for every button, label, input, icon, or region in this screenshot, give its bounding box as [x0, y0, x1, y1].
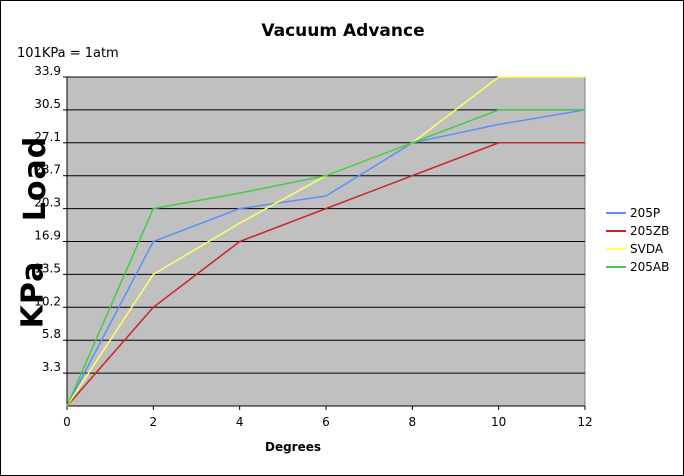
legend-label-205zb: 205ZB: [630, 224, 669, 238]
x-tick-label: 8: [409, 415, 417, 429]
y-tick-label: 16.9: [34, 229, 61, 243]
x-tick-label: 0: [63, 415, 71, 429]
y-tick-label: 5.8: [42, 327, 61, 341]
y-tick-label: 27.1: [34, 130, 61, 144]
x-tick-label: 2: [150, 415, 158, 429]
y-tick-label: 23.7: [34, 163, 61, 177]
x-tick-label: 12: [577, 415, 592, 429]
x-tick-label: 6: [322, 415, 330, 429]
y-tick-label: 3.3: [42, 360, 61, 374]
x-tick-label: 10: [491, 415, 506, 429]
series-line-205zb: [66, 142, 585, 407]
y-tick-label: 20.3: [34, 196, 61, 210]
chart-title: Vacuum Advance: [261, 21, 425, 41]
legend-label-205ab: 205AB: [630, 260, 669, 274]
legend-label-svda: SVDA: [630, 242, 664, 256]
legend-label-205p: 205P: [630, 206, 660, 220]
series-line-205p: [66, 109, 586, 407]
y-tick-label: 30.5: [34, 97, 61, 111]
y-tick-label: 33.9: [34, 64, 61, 78]
series-line-205ab: [66, 109, 585, 407]
x-axis-label: Degrees: [265, 440, 321, 454]
y-tick-label: 10.2: [34, 294, 61, 308]
y-tick-label: 13.5: [34, 261, 61, 275]
chart-annotation: 101KPa = 1atm: [17, 46, 119, 61]
x-tick-label: 4: [236, 415, 244, 429]
